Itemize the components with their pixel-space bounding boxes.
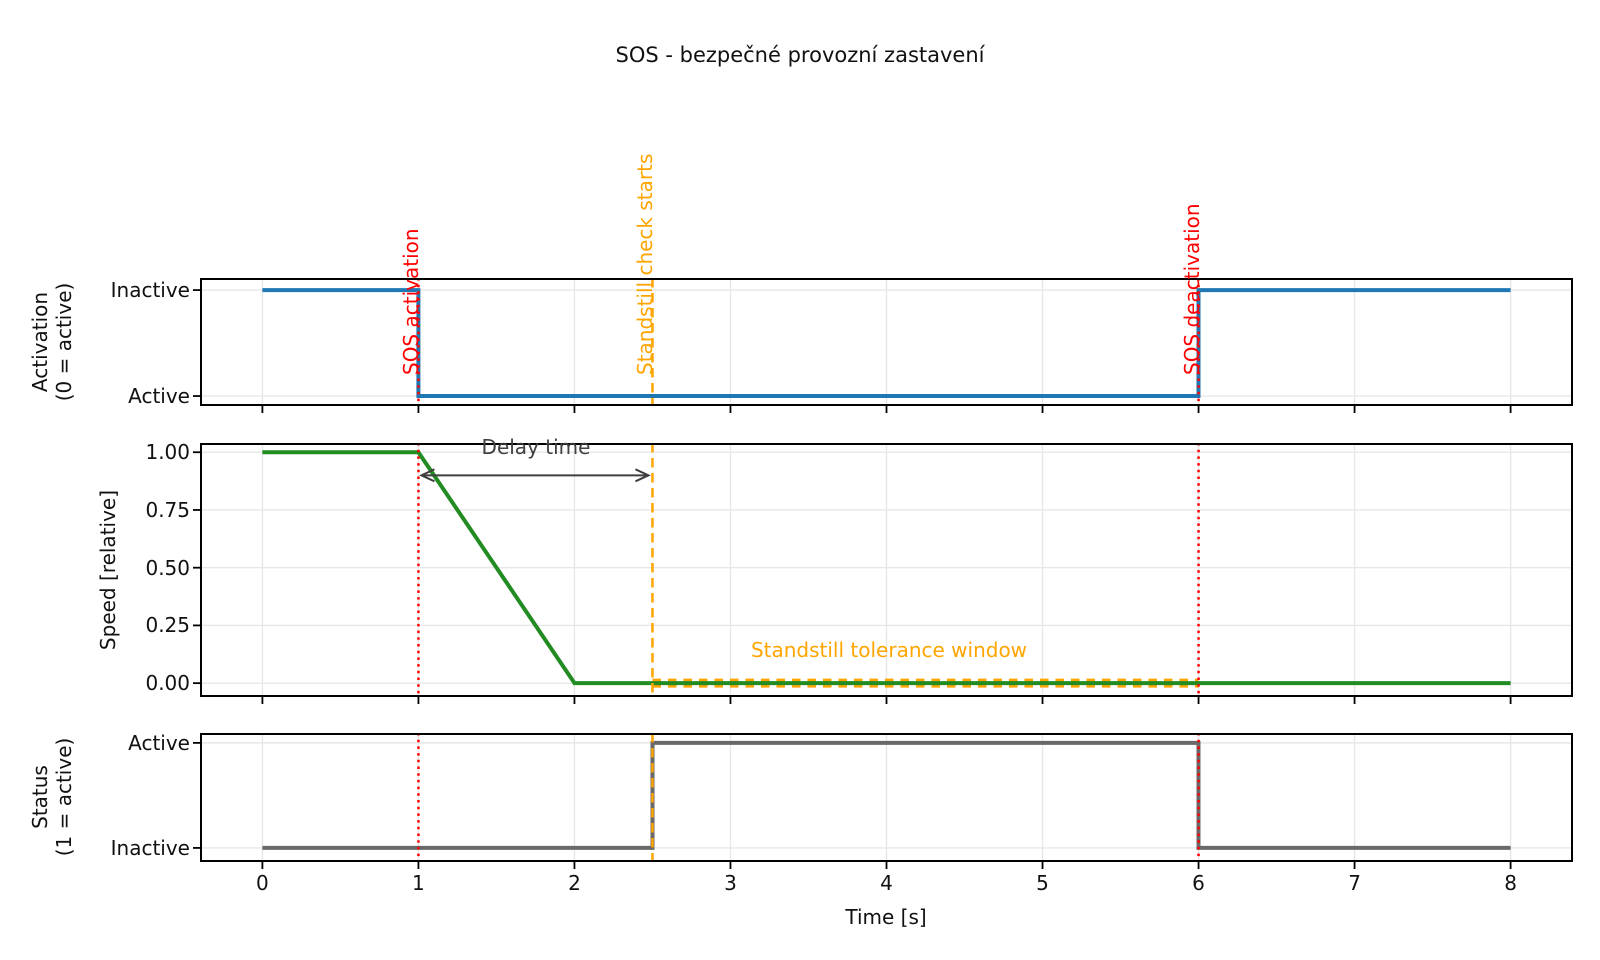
x-tick-label: 8 xyxy=(1504,871,1517,895)
x-tick-label: 0 xyxy=(256,871,269,895)
delay-time-label: Delay time xyxy=(481,435,591,459)
axes-spines xyxy=(200,733,1573,862)
plot-svg-status xyxy=(193,733,1573,869)
y-axis-title-status: Status (1 = active) xyxy=(28,647,76,947)
plot-svg-speed xyxy=(193,443,1573,704)
standstill-tolerance-window-label: Standstill tolerance window xyxy=(750,638,1028,662)
x-tick-label: 2 xyxy=(568,871,581,895)
axes-spines xyxy=(200,278,1573,406)
y-axis-title-activation: Activation (0 = active) xyxy=(28,192,76,492)
y-tick-label: Inactive xyxy=(110,835,190,860)
x-axis-title: Time [s] xyxy=(845,905,927,929)
y-tick-label: 0.00 xyxy=(145,671,190,696)
plot-svg-activation xyxy=(193,278,1573,413)
y-tick-label: 1.00 xyxy=(145,440,190,465)
axes-speed xyxy=(193,443,1573,704)
x-tick-label: 3 xyxy=(724,871,737,895)
sos-activation-label: SOS activation xyxy=(399,228,424,375)
y-tick-label: 0.25 xyxy=(145,613,190,638)
y-tick-label: 0.75 xyxy=(145,497,190,522)
x-tick-label: 4 xyxy=(880,871,893,895)
chart-title: SOS - bezpečné provozní zastavení xyxy=(615,43,985,67)
y-axis-title-status-line1: Status xyxy=(28,765,52,829)
standstill-check-starts-label: Standstill check starts xyxy=(633,153,658,375)
axes-spines xyxy=(200,443,1573,697)
y-tick-label: 0.50 xyxy=(145,555,190,580)
x-tick-label: 7 xyxy=(1348,871,1361,895)
series-speed-curve xyxy=(262,450,1511,686)
y-axis-title-activation-line1: Activation xyxy=(28,291,52,393)
y-tick-label: Inactive xyxy=(110,278,190,303)
delay-arrow-head-right xyxy=(635,468,651,483)
x-tick-label: 1 xyxy=(412,871,425,895)
series-activation-signal xyxy=(262,288,1511,398)
sos-deactivation-label: SOS deactivation xyxy=(1179,203,1204,375)
x-tick-label: 6 xyxy=(1192,871,1205,895)
delay-arrow-head-left xyxy=(419,468,435,483)
series-status-signal xyxy=(262,740,1511,850)
axes-activation xyxy=(193,278,1573,413)
y-tick-label: Active xyxy=(128,730,190,755)
y-tick-label: Active xyxy=(128,384,190,409)
axes-status xyxy=(193,733,1573,869)
x-tick-label: 5 xyxy=(1036,871,1049,895)
